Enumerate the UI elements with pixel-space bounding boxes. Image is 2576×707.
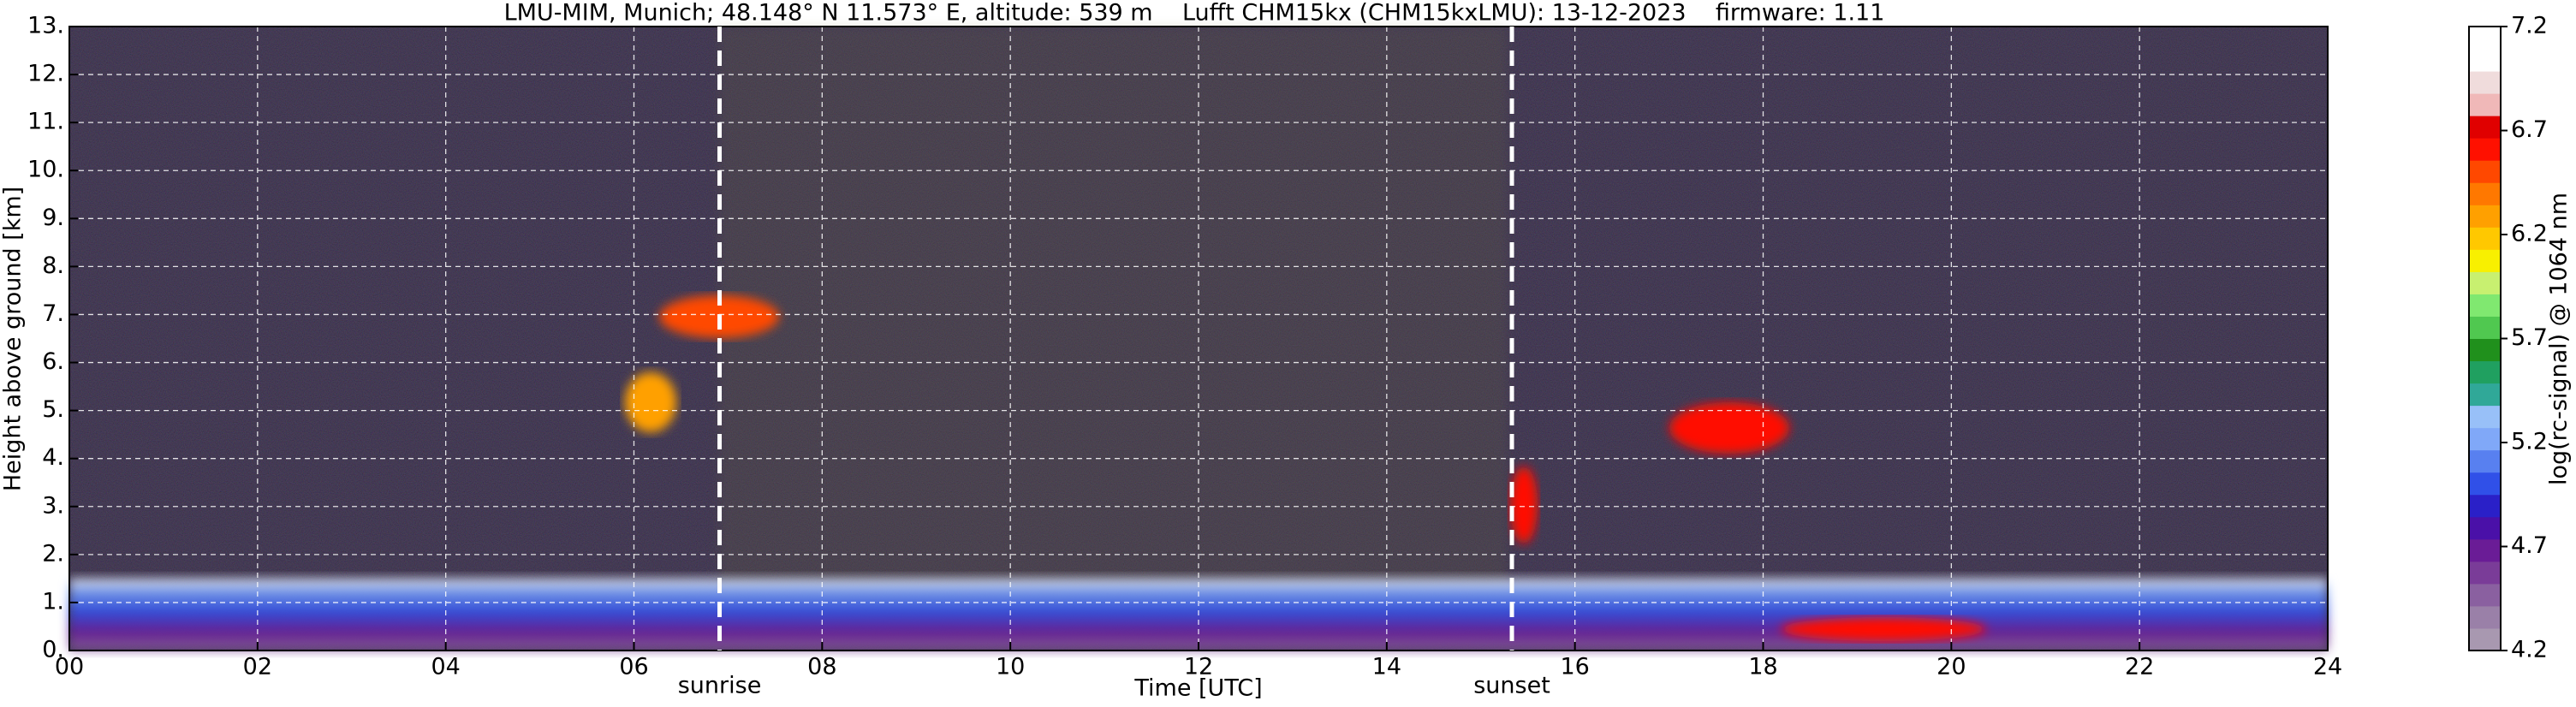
y-axis-label: Height above ground [km] [0, 187, 27, 491]
x-axis-label: Time [UTC] [1133, 675, 1262, 702]
colorbar-swatch [2469, 449, 2501, 473]
colorbar-label: log(rc-signal) @ 1064 nm [2546, 193, 2573, 485]
colorbar-swatch [2469, 116, 2501, 139]
cloud-layer [1510, 466, 1538, 544]
y-tick-label: 3. [42, 492, 64, 519]
x-tick-label: 08 [807, 654, 836, 680]
daylight-haze [719, 27, 1507, 626]
x-tick-label: 12 [1184, 654, 1213, 680]
x-tick-label: 10 [996, 654, 1025, 680]
colorbar-swatch [2469, 583, 2501, 607]
colorbar-swatch [2469, 605, 2501, 629]
colorbar-swatch [2469, 360, 2501, 384]
annotation-label: sunset [1473, 673, 1550, 699]
colorbar-tick-label: 4.2 [2511, 637, 2548, 663]
colorbar-swatch [2469, 472, 2501, 496]
colorbar-tick-label: 6.7 [2511, 116, 2548, 143]
y-tick-label: 10. [27, 157, 64, 183]
colorbar-tick-label: 5.7 [2511, 324, 2548, 351]
grid [68, 26, 2329, 651]
y-tick-label: 5. [42, 396, 64, 423]
colorbar-swatch [2469, 138, 2501, 161]
y-tick-label: 8. [42, 253, 64, 279]
cloud-layer [1781, 617, 1986, 641]
colorbar-tick-label: 6.2 [2511, 221, 2548, 247]
colorbar-swatch [2469, 205, 2501, 228]
colorbar-swatch [2469, 93, 2501, 116]
x-tick-label: 14 [1372, 654, 1401, 680]
y-tick-label: 12. [27, 61, 64, 87]
y-tick-label: 0. [42, 637, 64, 663]
colorbar-swatch [2469, 338, 2501, 362]
colorbar-tick-label: 5.2 [2511, 429, 2548, 455]
x-tick-label: 22 [2125, 654, 2154, 680]
colorbar-swatch [2469, 427, 2501, 451]
colorbar-swatch [2469, 494, 2501, 518]
annotation-label: sunrise [678, 673, 762, 699]
cloud-layer [625, 372, 676, 432]
x-tick-label: 18 [1748, 654, 1777, 680]
x-tick-label: 16 [1560, 654, 1589, 680]
colorbar-swatch [2469, 627, 2501, 651]
y-tick-label: 11. [27, 109, 64, 135]
x-tick-label: 04 [431, 654, 460, 680]
y-tick-label: 13. [27, 13, 64, 39]
y-tick-label: 4. [42, 444, 64, 471]
x-tick-label: 02 [243, 654, 272, 680]
y-tick-label: 2. [42, 540, 64, 567]
colorbar-swatch [2469, 249, 2501, 272]
colorbar-swatch [2469, 383, 2501, 407]
y-tick-label: 6. [42, 348, 64, 375]
colorbar-swatch [2469, 516, 2501, 540]
colorbar-swatch [2469, 49, 2501, 72]
x-tick-label: 20 [1936, 654, 1966, 680]
colorbar-swatch [2469, 405, 2501, 429]
colorbar-swatch [2469, 27, 2501, 50]
colorbar-swatch [2469, 71, 2501, 94]
colorbar-tick-label: 7.2 [2511, 13, 2548, 39]
colorbar-tick-label: 4.7 [2511, 532, 2548, 559]
y-tick-label: 9. [42, 205, 64, 231]
x-tick-label: 06 [619, 654, 648, 680]
colorbar: 4.2 4.7 5.2 5.7 6.2 6.7 7.2 [2468, 13, 2548, 663]
x-tick-label: 24 [2313, 654, 2342, 680]
x-tick-label: 00 [55, 654, 84, 680]
y-tick-label: 1. [42, 588, 64, 615]
colorbar-swatch [2469, 538, 2501, 562]
chart-title: LMU-MIM, Munich; 48.148° N 11.573° E, al… [504, 0, 1885, 27]
colorbar-swatch [2469, 271, 2501, 294]
colorbar-swatch [2469, 316, 2501, 339]
colorbar-swatch [2469, 182, 2501, 205]
colorbar-swatch [2469, 160, 2501, 183]
colorbar-swatch [2469, 294, 2501, 317]
y-tick-label: 7. [42, 300, 64, 327]
colorbar-swatch [2469, 561, 2501, 585]
cloud-layer [1669, 402, 1789, 454]
colorbar-swatch [2469, 227, 2501, 250]
